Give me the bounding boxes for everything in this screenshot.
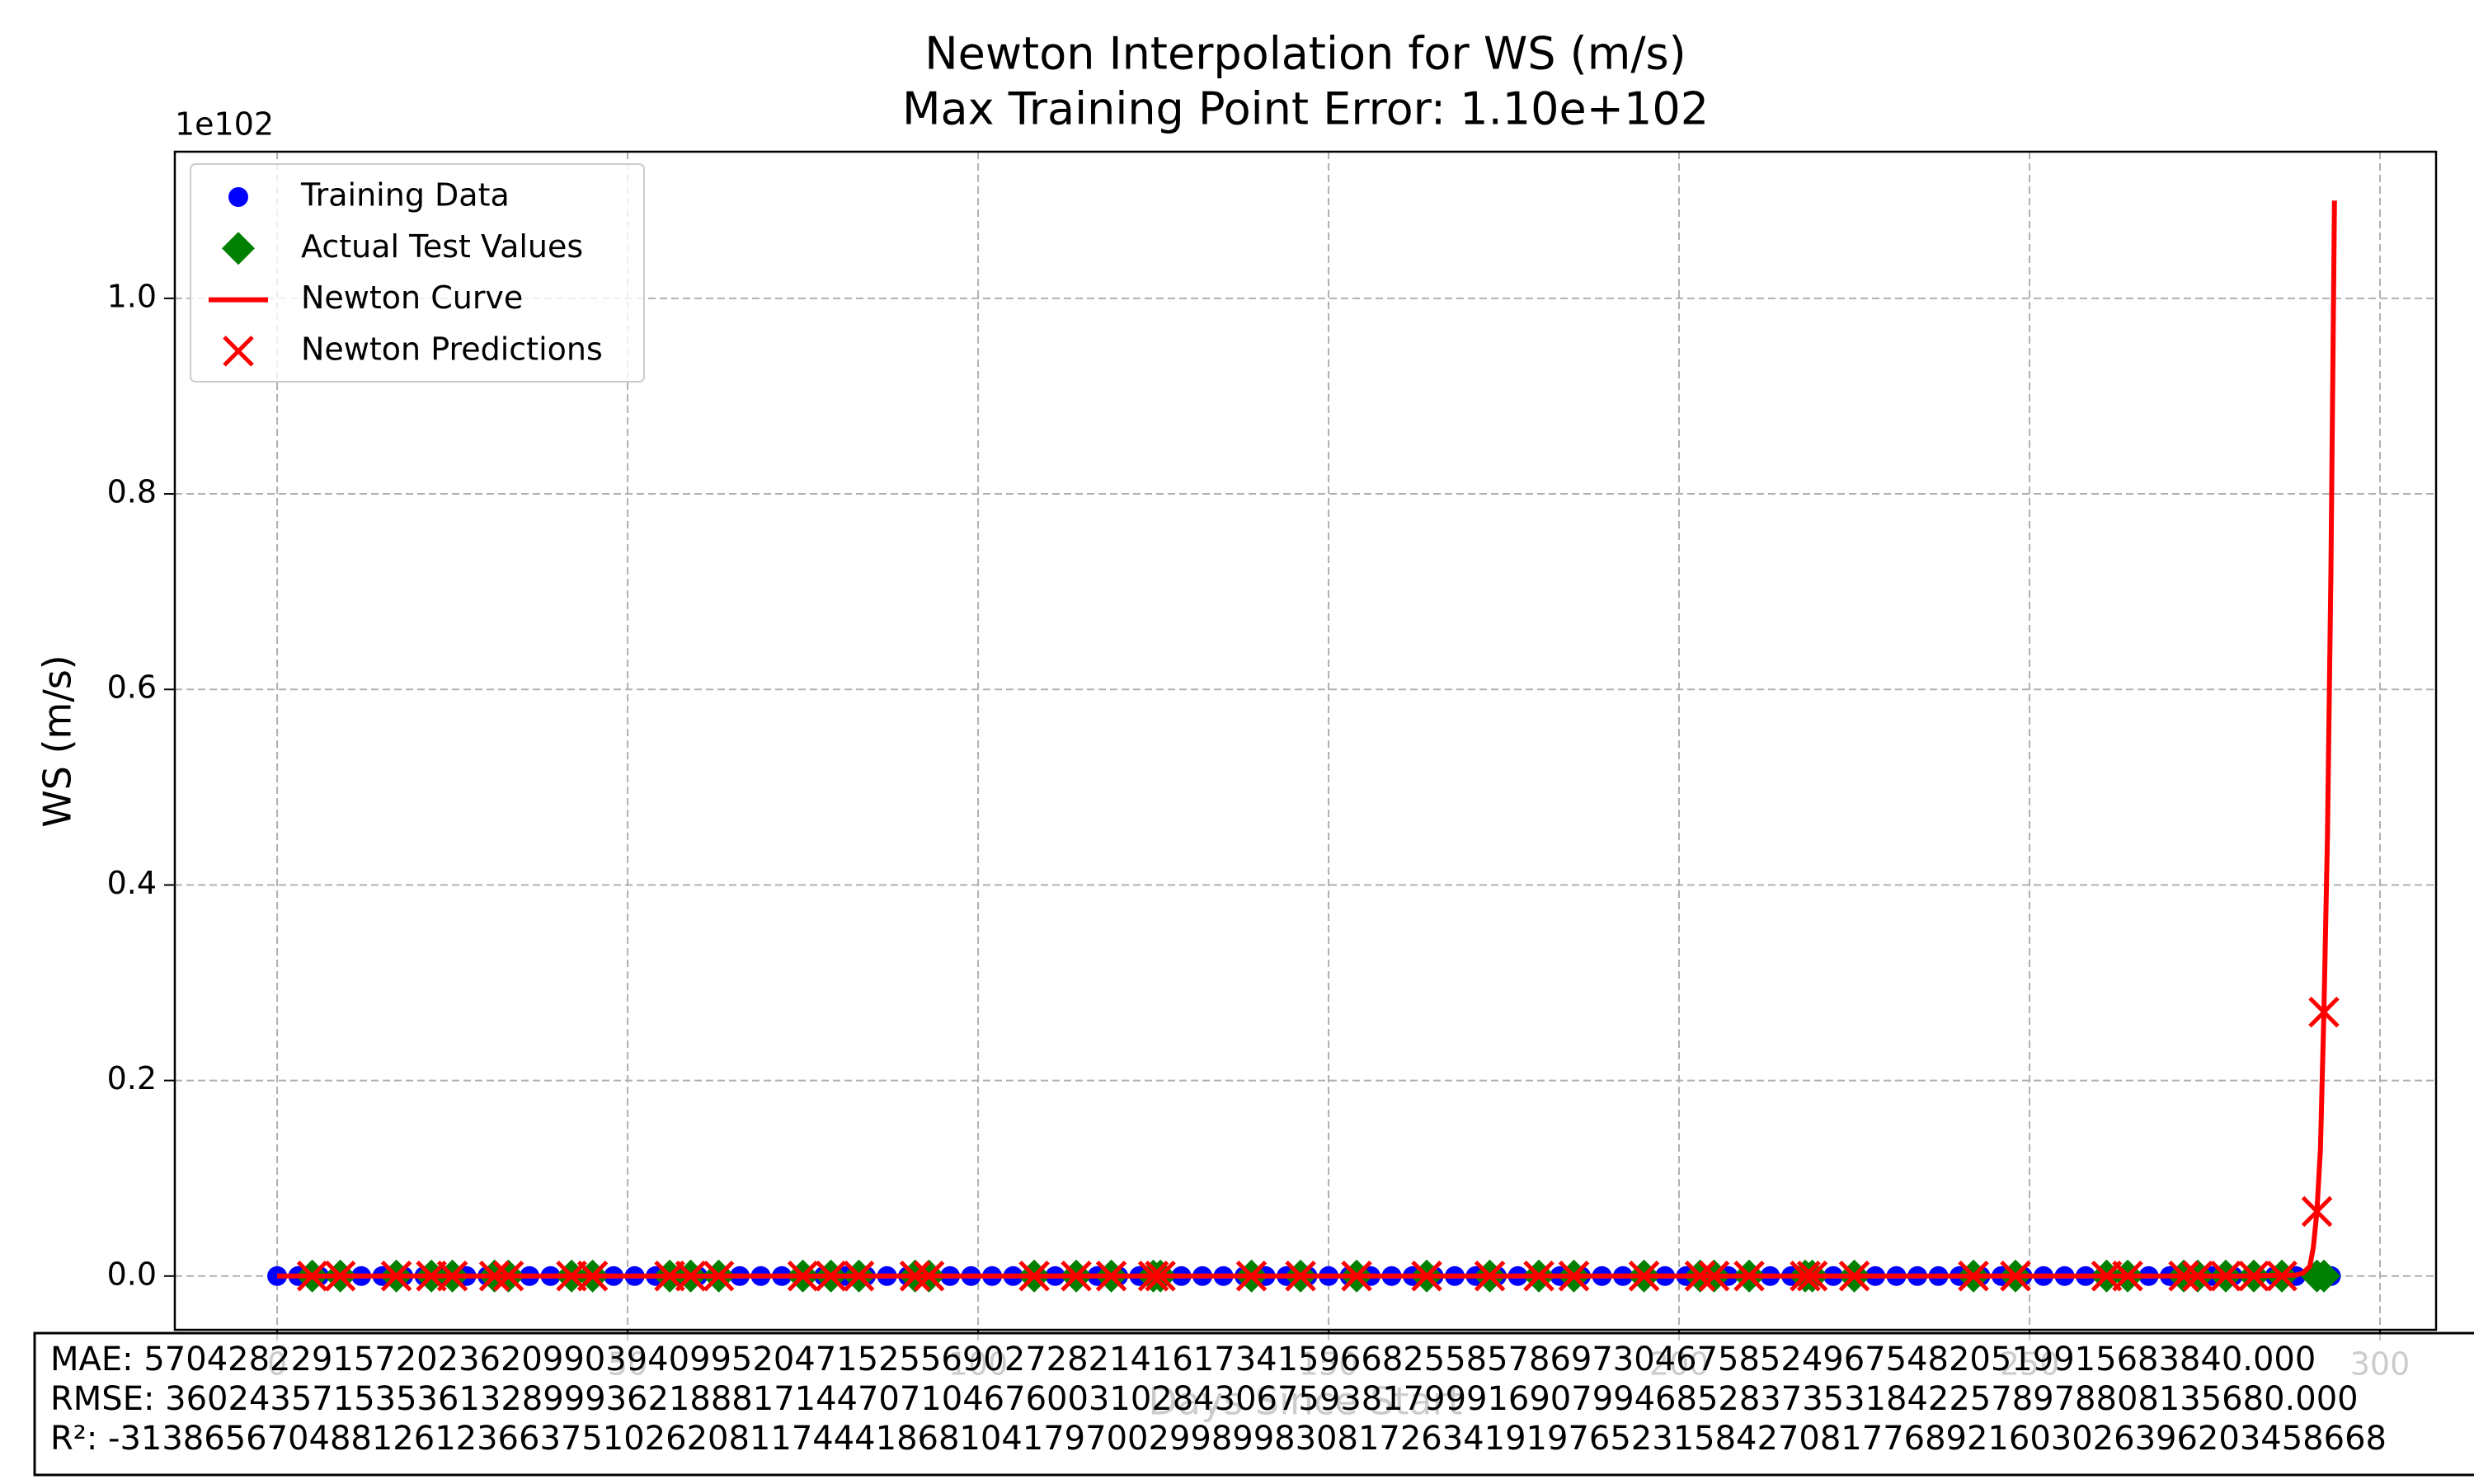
legend-marker [222, 232, 255, 265]
prediction-point [2308, 996, 2340, 1028]
y-tick-label: 0.6 [107, 669, 157, 706]
y-axis-label: WS (m/s) [35, 655, 80, 827]
metrics-text: MAE: 57042822915720236209903940995204715… [50, 1341, 2316, 1378]
y-tick-label: 0.8 [107, 474, 157, 510]
prediction-point [1958, 1261, 1989, 1292]
legend-label: Actual Test Values [301, 228, 583, 265]
prediction-point [2182, 1261, 2213, 1292]
training-point [267, 1266, 288, 1286]
prediction-point [1137, 1261, 1169, 1292]
y-tick-label: 0.2 [107, 1060, 157, 1097]
prediction-point [1285, 1261, 1316, 1292]
chart-title: Newton Interpolation for WS (m/s) [924, 28, 1686, 80]
prediction-point [576, 1261, 609, 1292]
prediction-point [1558, 1261, 1590, 1292]
prediction-point [1061, 1261, 1092, 1292]
newton-curve [277, 200, 2337, 1279]
prediction-point [1733, 1261, 1765, 1292]
prediction-point [1796, 1261, 1828, 1292]
prediction-point [380, 1261, 412, 1292]
prediction-point [1628, 1261, 1660, 1292]
prediction-point [1341, 1261, 1372, 1292]
prediction-point [324, 1261, 356, 1292]
prediction-point [492, 1261, 524, 1292]
prediction-point [913, 1261, 945, 1292]
prediction-point [899, 1261, 931, 1292]
prediction-point [843, 1261, 875, 1292]
prediction-point [675, 1261, 707, 1292]
prediction-point [1095, 1261, 1127, 1292]
legend-marker [223, 336, 254, 367]
metrics-text: R²: -31386567048812612366375102620811744… [50, 1420, 2387, 1458]
prediction-point [2112, 1261, 2143, 1292]
prediction-point [2238, 1261, 2269, 1292]
prediction-point [1018, 1261, 1050, 1292]
prediction-point [296, 1261, 328, 1292]
prediction-point [1235, 1261, 1268, 1292]
metrics-box [33, 1331, 2474, 1477]
y-offset-label: 1e102 [175, 106, 274, 143]
plot-frame [173, 150, 2438, 1331]
y-tick-label: 0.4 [107, 865, 157, 901]
prediction-point [1474, 1261, 1506, 1292]
legend-box [190, 163, 645, 383]
prediction-point [2266, 1261, 2298, 1292]
prediction-point [2168, 1261, 2199, 1292]
prediction-point [478, 1261, 510, 1292]
prediction-point [703, 1261, 735, 1292]
prediction-point [1838, 1261, 1870, 1292]
prediction-point [815, 1261, 847, 1292]
prediction-point [436, 1261, 468, 1292]
prediction-point [787, 1261, 819, 1292]
test-point [2307, 1259, 2341, 1293]
metrics-text: RMSE: 3602435715353613289993621888171447… [50, 1380, 2359, 1418]
prediction-point [1411, 1261, 1442, 1292]
chart-subtitle: Max Training Point Error: 1.10e+102 [902, 83, 1709, 135]
prediction-point [1684, 1261, 1716, 1292]
legend-label: Newton Predictions [301, 331, 603, 367]
legend-label: Training Data [300, 177, 510, 214]
prediction-point [1145, 1261, 1176, 1292]
y-tick-label: 1.0 [107, 278, 157, 314]
legend-marker [228, 187, 248, 207]
legend-label: Newton Curve [301, 279, 523, 316]
prediction-point [1790, 1261, 1821, 1292]
prediction-point [2301, 1195, 2333, 1228]
prediction-point [2210, 1261, 2241, 1292]
prediction-point [1523, 1261, 1554, 1292]
y-tick-label: 0.0 [107, 1256, 157, 1292]
prediction-point [2000, 1261, 2031, 1292]
prediction-point [1698, 1261, 1730, 1292]
